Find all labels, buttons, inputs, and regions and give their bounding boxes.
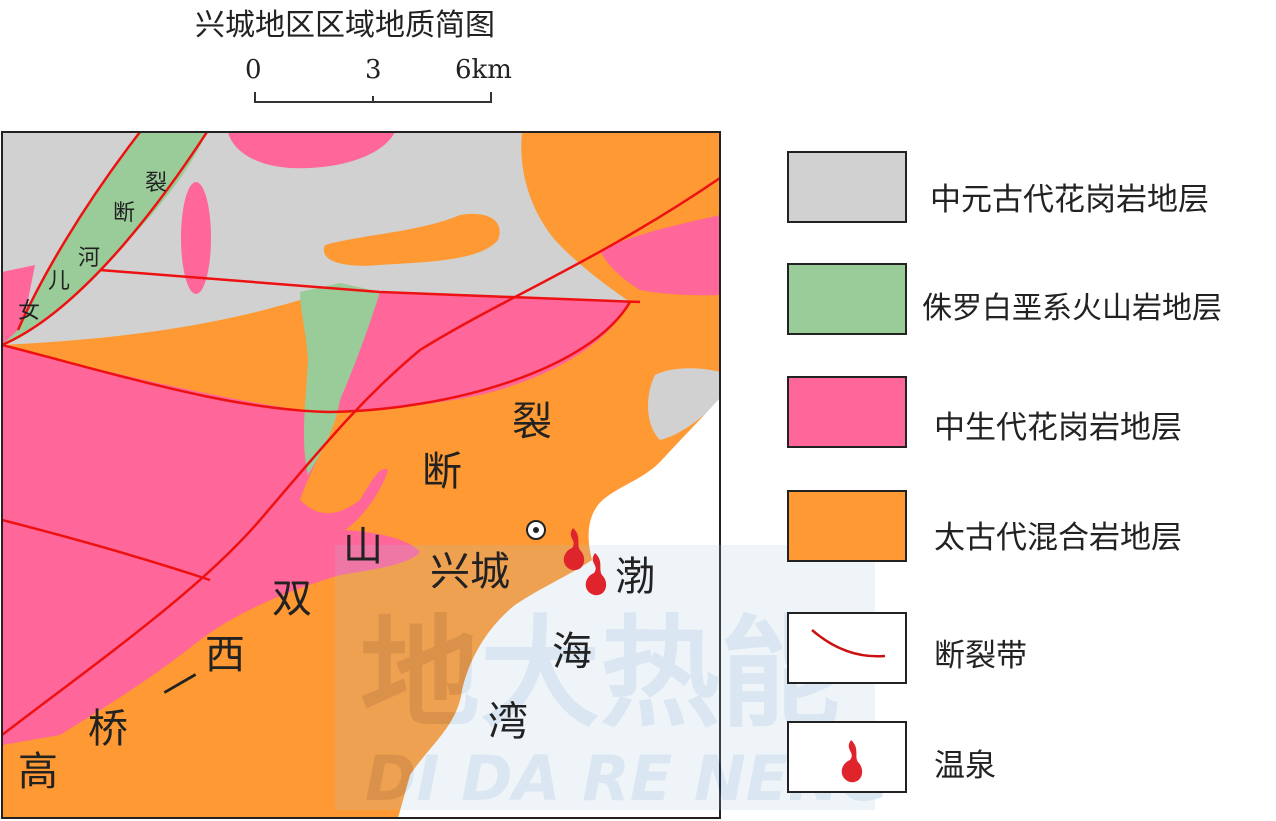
label-shuang: 双	[272, 576, 312, 622]
label-nv: 女	[18, 299, 40, 324]
scale-bar	[254, 92, 492, 103]
label-he: 河	[78, 246, 100, 271]
legend-swatch-hot-spring	[787, 721, 907, 793]
legend-label-hot-spring: 温泉	[934, 748, 996, 784]
legend-swatch-mesozoic-granite	[787, 376, 907, 448]
bohai-bay-sea	[398, 398, 720, 818]
legend-label-archean-migmatite: 太古代混合岩地层	[934, 520, 1182, 556]
label-bo: 渤	[615, 554, 655, 600]
legend-label-fault: 断裂带	[934, 638, 1027, 674]
hot-spring-icon	[563, 528, 585, 571]
fault-west-ew	[2, 518, 211, 582]
legend-label-jurassic-volcanic: 侏罗白垩系火山岩地层	[922, 291, 1222, 326]
mesozoic-granite-patch-left	[2, 265, 35, 345]
legend-label-proterozoic-granite: 中元古代花岗岩地层	[930, 182, 1209, 218]
proterozoic-granite-patch	[648, 368, 720, 440]
mesozoic-granite-patch-right	[600, 215, 720, 296]
svg-text:地大热能: 地大热能	[360, 605, 840, 744]
fault-ew-north	[99, 268, 641, 304]
mesozoic-granite-lens	[181, 182, 211, 294]
label-qiao: 桥	[88, 706, 128, 752]
legend-label-mesozoic-granite: 中生代花岗岩地层	[934, 410, 1182, 446]
label-gao: 高	[18, 749, 58, 795]
mesozoic-granite-area	[2, 292, 630, 745]
jurassic-volcanic-strip	[2, 132, 207, 345]
label-wan: 湾	[488, 699, 528, 745]
fault-nuerhe-east	[2, 132, 209, 347]
label-xi: 西	[205, 632, 245, 678]
legend-swatch-proterozoic-granite	[787, 151, 907, 223]
hot-spring-icon	[841, 740, 863, 783]
fault-nuerhe-west	[16, 132, 141, 331]
map-title: 兴城地区区域地质简图	[195, 8, 495, 43]
fault-main-ne	[2, 176, 720, 736]
hot-spring-icon	[585, 553, 607, 596]
scale-tick-0: 0	[245, 55, 262, 85]
label-duan-small: 断	[113, 201, 135, 226]
fault-line-icon	[811, 629, 886, 658]
fault-lines	[2, 132, 720, 736]
jurassic-volcanic-area	[300, 283, 380, 475]
mesozoic-granite-patch-top	[228, 132, 395, 169]
label-duan: 断	[422, 449, 462, 495]
label-city: 兴城	[430, 549, 510, 595]
map-frame	[1, 131, 721, 819]
legend-swatch-jurassic-volcanic	[787, 263, 907, 335]
legend-swatch-fault	[787, 612, 907, 684]
scale-tick-3: 3	[365, 55, 382, 85]
label-shan: 山	[343, 524, 383, 570]
label-er: 儿	[48, 269, 70, 294]
archean-migmatite-patch	[323, 213, 500, 266]
label-hai: 海	[552, 629, 592, 675]
city-marker-icon	[526, 520, 546, 540]
label-lie-small: 裂	[145, 171, 167, 196]
legend-swatch-archean-migmatite	[787, 490, 907, 562]
label-lie: 裂	[512, 399, 552, 445]
fault-arc	[2, 301, 632, 414]
scale-tick-6km: 6km	[455, 55, 512, 85]
